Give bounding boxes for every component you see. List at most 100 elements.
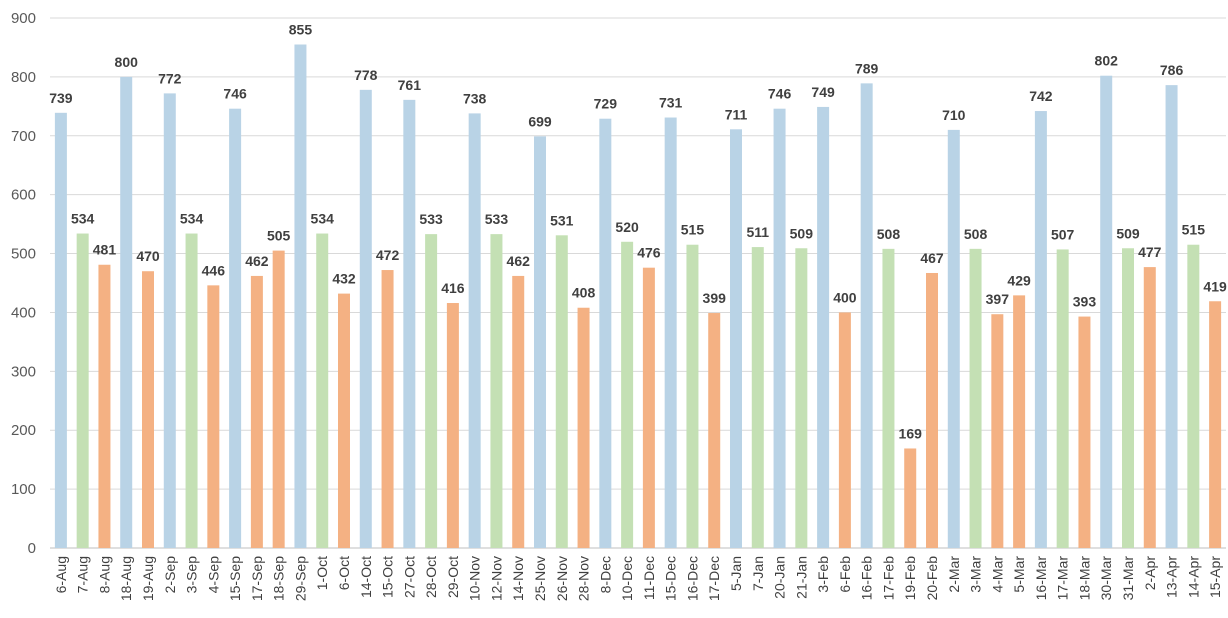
data-label: 534 xyxy=(311,211,335,227)
x-tick-label: 20-Feb xyxy=(924,556,940,601)
x-tick-label: 1-Oct xyxy=(314,556,330,590)
bar xyxy=(468,113,481,549)
data-label: 729 xyxy=(594,96,618,112)
x-tick-label: 6-Oct xyxy=(336,556,352,590)
bar xyxy=(490,234,503,548)
data-label: 731 xyxy=(659,95,683,111)
data-label: 772 xyxy=(158,70,182,86)
data-label: 505 xyxy=(267,228,291,244)
y-tick-label: 300 xyxy=(11,363,36,380)
x-tick-label: 12-Nov xyxy=(488,556,504,601)
data-label: 710 xyxy=(942,107,966,123)
bar xyxy=(708,313,721,548)
bar xyxy=(54,112,67,549)
x-tick-label: 13-Apr xyxy=(1164,556,1180,598)
bar xyxy=(272,250,285,548)
data-label: 467 xyxy=(920,250,944,266)
bar xyxy=(642,267,655,548)
bar xyxy=(577,307,590,548)
x-tick-label: 3-Sep xyxy=(184,556,200,594)
bar xyxy=(1209,301,1222,548)
x-tick-label: 17-Feb xyxy=(880,556,896,601)
data-label: 855 xyxy=(289,22,313,38)
data-label: 520 xyxy=(615,219,639,235)
x-tick-label: 7-Aug xyxy=(75,556,91,593)
x-tick-label: 31-Mar xyxy=(1120,556,1136,601)
data-label: 429 xyxy=(1007,272,1031,288)
bar xyxy=(1078,316,1091,548)
bar xyxy=(250,275,263,548)
x-tick-label: 19-Aug xyxy=(140,556,156,601)
bar xyxy=(512,275,525,548)
bar xyxy=(446,303,459,548)
data-label: 476 xyxy=(637,245,661,261)
data-label: 533 xyxy=(485,211,509,227)
bar xyxy=(882,248,895,548)
x-tick-label: 10-Dec xyxy=(619,556,635,601)
data-label: 416 xyxy=(441,280,465,296)
data-label: 470 xyxy=(136,248,160,264)
data-label: 511 xyxy=(746,224,769,240)
bar xyxy=(534,136,546,548)
data-label: 515 xyxy=(1182,222,1206,238)
y-tick-label: 200 xyxy=(11,422,36,439)
x-tick-label: 21-Jan xyxy=(793,556,809,599)
x-tick-label: 14-Apr xyxy=(1185,556,1201,598)
data-label: 393 xyxy=(1073,294,1097,310)
bar xyxy=(338,293,350,548)
data-label: 462 xyxy=(507,253,531,269)
bar xyxy=(904,448,917,548)
bar xyxy=(207,285,220,548)
x-tick-label: 15-Apr xyxy=(1207,556,1223,598)
x-tick-label: 14-Oct xyxy=(358,556,374,598)
bar xyxy=(316,233,329,549)
data-label: 533 xyxy=(419,211,443,227)
x-tick-label: 5-Jan xyxy=(728,556,744,591)
bar xyxy=(1165,85,1178,548)
bar xyxy=(664,117,677,549)
data-label: 507 xyxy=(1051,226,1075,242)
x-tick-label: 15-Oct xyxy=(380,556,396,598)
y-tick-label: 100 xyxy=(11,481,36,498)
data-label: 472 xyxy=(376,247,400,263)
y-axis: 0 100 200 300 400 500 600 700 800 900 xyxy=(11,10,36,557)
bar xyxy=(76,233,89,549)
bar xyxy=(229,108,242,548)
data-label: 699 xyxy=(528,113,552,129)
y-tick-label: 400 xyxy=(11,304,36,321)
x-tick-label: 29-Oct xyxy=(445,556,461,598)
y-tick-label: 900 xyxy=(11,10,36,27)
data-label: 509 xyxy=(790,225,814,241)
y-tick-label: 500 xyxy=(11,246,36,263)
bar xyxy=(403,99,416,548)
x-tick-label: 18-Mar xyxy=(1076,556,1092,601)
x-tick-label: 3-Feb xyxy=(815,556,831,593)
bar xyxy=(795,248,808,548)
data-label: 419 xyxy=(1203,278,1227,294)
x-tick-label: 15-Dec xyxy=(663,556,679,601)
data-label: 169 xyxy=(899,425,923,441)
x-tick-label: 2-Apr xyxy=(1142,556,1158,591)
bar xyxy=(947,129,960,548)
bar xyxy=(926,272,938,548)
bar xyxy=(730,129,742,549)
data-label: 446 xyxy=(202,262,226,278)
data-label: 400 xyxy=(833,289,857,305)
data-label: 481 xyxy=(93,242,117,258)
y-tick-label: 600 xyxy=(11,187,36,204)
bar xyxy=(817,106,830,548)
x-tick-label: 25-Nov xyxy=(532,556,548,601)
data-label: 534 xyxy=(180,211,204,227)
x-tick-label: 27-Oct xyxy=(401,556,417,598)
bar xyxy=(686,244,699,548)
bar xyxy=(991,314,1004,548)
data-label: 508 xyxy=(964,226,988,242)
x-tick-label: 7-Jan xyxy=(750,556,766,591)
x-tick-label: 17-Sep xyxy=(249,556,265,601)
x-tick-label: 10-Nov xyxy=(467,556,483,601)
bar xyxy=(1056,249,1069,548)
bar xyxy=(381,270,394,548)
data-label: 739 xyxy=(49,90,73,106)
bar xyxy=(294,44,307,548)
data-label: 786 xyxy=(1160,62,1184,78)
